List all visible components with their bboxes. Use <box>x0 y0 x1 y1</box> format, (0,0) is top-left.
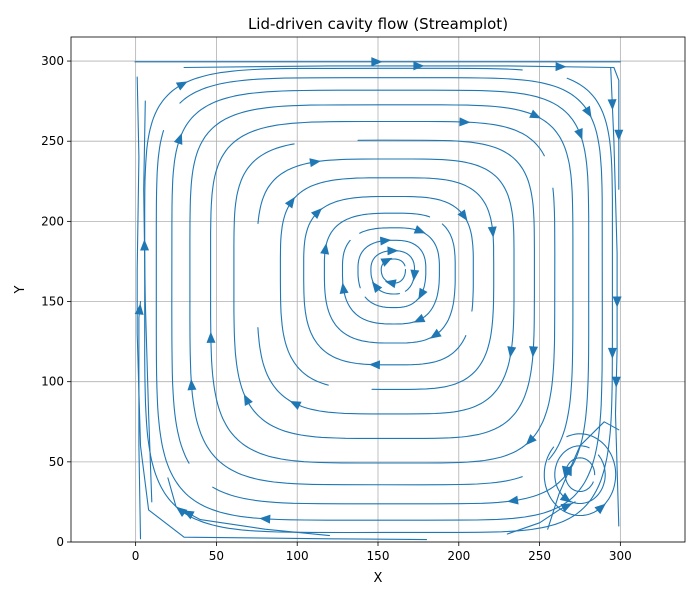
x-tick-label: 300 <box>609 549 632 563</box>
stream-arrow <box>607 347 617 359</box>
y-tick-label: 300 <box>41 54 64 68</box>
stream-arrow <box>529 109 542 119</box>
stream-arrow <box>182 510 195 520</box>
streamline <box>210 120 556 464</box>
stream-arrow <box>371 57 383 67</box>
stream-arrow <box>582 105 592 118</box>
x-axis-label: X <box>374 571 383 586</box>
y-tick-label: 0 <box>56 535 64 549</box>
stream-arrow <box>507 346 517 358</box>
stream-arrow <box>379 236 392 246</box>
stream-arrow <box>429 328 442 339</box>
stream-arrow <box>555 62 567 72</box>
streamlines <box>134 61 621 541</box>
streamline <box>136 76 428 541</box>
stream-arrows <box>134 57 624 524</box>
x-tick-label: 100 <box>286 549 309 563</box>
stream-arrow <box>594 503 606 515</box>
streamline <box>144 67 613 534</box>
y-axis-ticks: 0 50 100 150 200 250 300 <box>41 54 71 549</box>
streamline <box>279 177 495 390</box>
stream-arrow <box>614 129 624 141</box>
streamline <box>171 89 590 505</box>
stream-arrow <box>487 226 497 238</box>
chart-title: Lid-driven cavity flow (Streamplot) <box>248 15 508 33</box>
stream-arrow <box>368 360 381 370</box>
stream-arrow <box>413 313 426 323</box>
stream-arrow <box>560 503 573 513</box>
stream-arrow <box>574 128 583 140</box>
streamline <box>167 477 331 537</box>
stream-arrow <box>259 514 271 524</box>
stream-arrow <box>134 303 144 315</box>
stream-arrow <box>140 239 150 251</box>
stream-arrow <box>175 81 188 91</box>
stream-arrow <box>410 269 420 281</box>
y-tick-label: 50 <box>49 455 64 469</box>
stream-arrow <box>418 287 428 300</box>
stream-arrow <box>284 196 295 209</box>
stream-arrow <box>289 400 302 410</box>
stream-arrow <box>187 379 197 391</box>
x-axis-ticks: 0 50 100 150 200 250 300 <box>132 542 632 563</box>
y-axis-label: Y <box>13 285 28 294</box>
streamline <box>233 139 535 439</box>
stream-arrow <box>384 279 397 289</box>
stream-arrow <box>529 346 539 358</box>
stream-arrow <box>457 209 468 221</box>
stream-arrow <box>507 495 519 505</box>
streamline <box>380 258 407 284</box>
x-tick-label: 150 <box>367 549 390 563</box>
streamline <box>303 195 474 366</box>
x-tick-label: 250 <box>528 549 551 563</box>
stream-arrow <box>413 225 426 234</box>
y-tick-label: 200 <box>41 214 64 228</box>
stream-arrow <box>559 492 572 503</box>
stream-arrow <box>371 281 383 294</box>
streamline <box>189 104 574 486</box>
streamline <box>323 212 456 344</box>
stream-arrow <box>563 464 572 477</box>
stream-arrow <box>309 158 321 168</box>
stream-arrow <box>607 99 617 111</box>
streamline <box>143 100 153 503</box>
streamline <box>155 77 603 521</box>
stream-arrow <box>320 243 330 255</box>
y-tick-label: 250 <box>41 134 64 148</box>
stream-arrow <box>339 282 349 294</box>
stream-arrow <box>459 117 471 127</box>
streamline <box>547 421 620 530</box>
stream-arrow <box>310 208 323 220</box>
stream-arrow <box>611 376 621 388</box>
stream-arrow <box>206 331 216 343</box>
y-tick-label: 100 <box>41 375 64 389</box>
stream-arrow <box>612 296 622 308</box>
stream-arrow <box>175 506 188 518</box>
streamline <box>257 158 515 415</box>
x-tick-label: 0 <box>132 549 140 563</box>
y-tick-label: 150 <box>41 295 64 309</box>
streamline <box>357 239 427 309</box>
stream-arrow <box>173 133 183 145</box>
x-tick-label: 50 <box>209 549 224 563</box>
stream-arrow <box>413 61 425 71</box>
stream-arrow <box>380 257 393 267</box>
stream-arrow <box>525 434 537 446</box>
stream-arrow <box>387 246 399 256</box>
x-tick-label: 200 <box>447 549 470 563</box>
stream-arrow <box>243 394 253 406</box>
